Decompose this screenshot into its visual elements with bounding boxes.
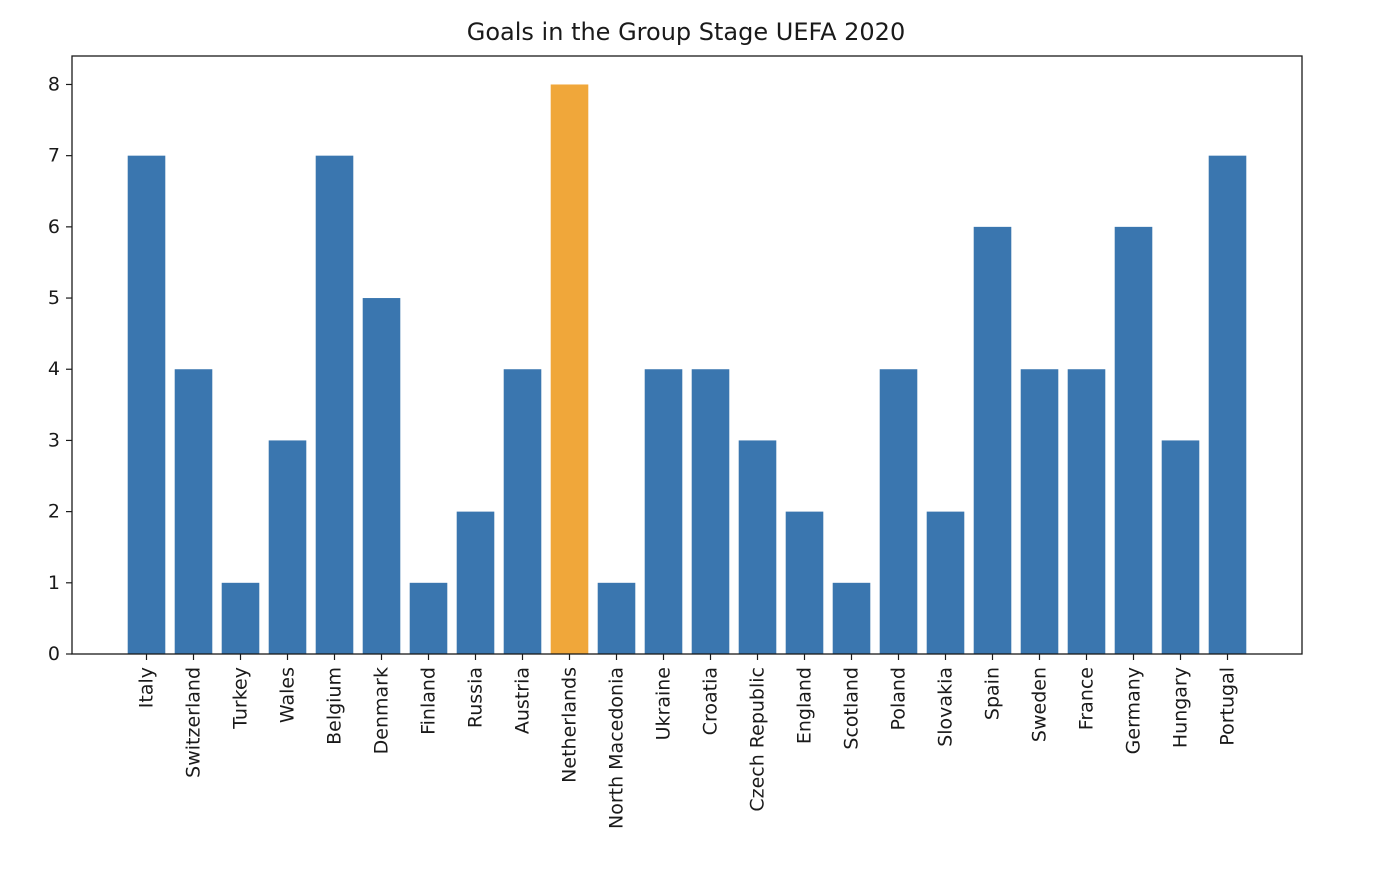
- bar-spain: [973, 226, 1012, 654]
- bar-germany: [1114, 226, 1153, 654]
- bar-sweden: [1020, 369, 1059, 654]
- x-tick-label: Belgium: [324, 667, 346, 745]
- bar-czech-republic: [738, 440, 777, 654]
- y-tick-label: 6: [48, 216, 60, 238]
- x-tick-label: Hungary: [1170, 667, 1192, 748]
- x-tick-label: Portugal: [1217, 667, 1239, 746]
- x-tick-label: Finland: [418, 667, 440, 735]
- bars-group: [127, 84, 1247, 654]
- y-tick-label: 2: [48, 501, 60, 523]
- x-tick-label: Netherlands: [559, 667, 581, 783]
- bar-denmark: [362, 298, 401, 654]
- x-tick-label: Italy: [136, 667, 158, 708]
- x-tick-label: Scotland: [841, 667, 863, 750]
- x-tick-label: England: [794, 667, 816, 744]
- y-tick-label: 5: [48, 287, 60, 309]
- plot-frame: [71, 55, 1303, 655]
- bar-france: [1067, 369, 1106, 654]
- y-tick-label: 7: [48, 145, 60, 167]
- chart-title: Goals in the Group Stage UEFA 2020: [467, 18, 905, 46]
- y-tick-label: 8: [48, 73, 60, 95]
- y-tick-label: 3: [48, 429, 60, 451]
- x-tick-label: Sweden: [1029, 667, 1051, 742]
- bar-croatia: [691, 369, 730, 654]
- x-tick-label: Ukraine: [653, 667, 675, 740]
- bar-poland: [879, 369, 918, 654]
- y-axis: 0 1 2 3 4 5 6 7 8: [48, 73, 72, 665]
- bar-belgium: [315, 155, 354, 654]
- bar-russia: [456, 511, 495, 654]
- bar-england: [785, 511, 824, 654]
- bar-north-macedonia: [597, 582, 636, 654]
- bar-switzerland: [174, 369, 213, 654]
- x-tick-label: Russia: [465, 667, 487, 728]
- bar-austria: [503, 369, 542, 654]
- bar-wales: [268, 440, 307, 654]
- x-tick-label: Croatia: [700, 667, 722, 735]
- x-tick-label: Wales: [277, 667, 299, 723]
- x-tick-label: Germany: [1123, 667, 1145, 754]
- y-tick-label: 1: [48, 572, 60, 594]
- bar-netherlands: [550, 84, 589, 654]
- x-tick-label: North Macedonia: [606, 667, 628, 829]
- bar-finland: [409, 582, 448, 654]
- bar-scotland: [832, 582, 871, 654]
- bar-slovakia: [926, 511, 965, 654]
- x-tick-label: Czech Republic: [747, 667, 769, 812]
- x-tick-label: Denmark: [371, 667, 393, 754]
- x-tick-label: France: [1076, 667, 1098, 730]
- x-tick-label: Turkey: [230, 667, 252, 730]
- x-axis: Italy Switzerland Turkey Wales Belgium Denmar…: [136, 654, 1239, 829]
- bar-turkey: [221, 582, 260, 654]
- y-tick-label: 4: [48, 358, 60, 380]
- bar-italy: [127, 155, 166, 654]
- x-tick-label: Spain: [982, 667, 1004, 720]
- x-tick-label: Poland: [888, 667, 910, 730]
- x-tick-label: Slovakia: [935, 667, 957, 747]
- bar-hungary: [1161, 440, 1200, 654]
- bar-ukraine: [644, 369, 683, 654]
- y-tick-label: 0: [48, 643, 60, 665]
- x-tick-label: Austria: [512, 667, 534, 734]
- bar-portugal: [1208, 155, 1247, 654]
- x-tick-label: Switzerland: [183, 667, 205, 778]
